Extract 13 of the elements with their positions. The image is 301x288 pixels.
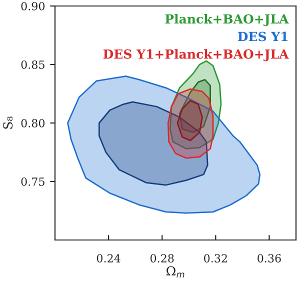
x-tick-label: 0.36 [258,254,281,262]
y-tick-label: 0.90 [21,2,45,10]
x-tick-label: 0.24 [96,254,120,262]
y-tick-label: 0.80 [21,118,45,128]
text: Planck+BAO+JLA [165,14,289,26]
x-tick-label: 0.32 [204,254,227,262]
y-axis-title: S₈ [3,116,13,129]
x-axis-title: Ω$_{m}$ [166,266,184,278]
text: DES Y1 [238,32,288,42]
y-tick-label: 0.75 [21,177,44,186]
x-tick-label: 0.28 [150,254,174,262]
text: DES Y1+Planck+BAO+JLA [103,49,289,62]
y-tick-label: 0.85 [21,60,44,69]
